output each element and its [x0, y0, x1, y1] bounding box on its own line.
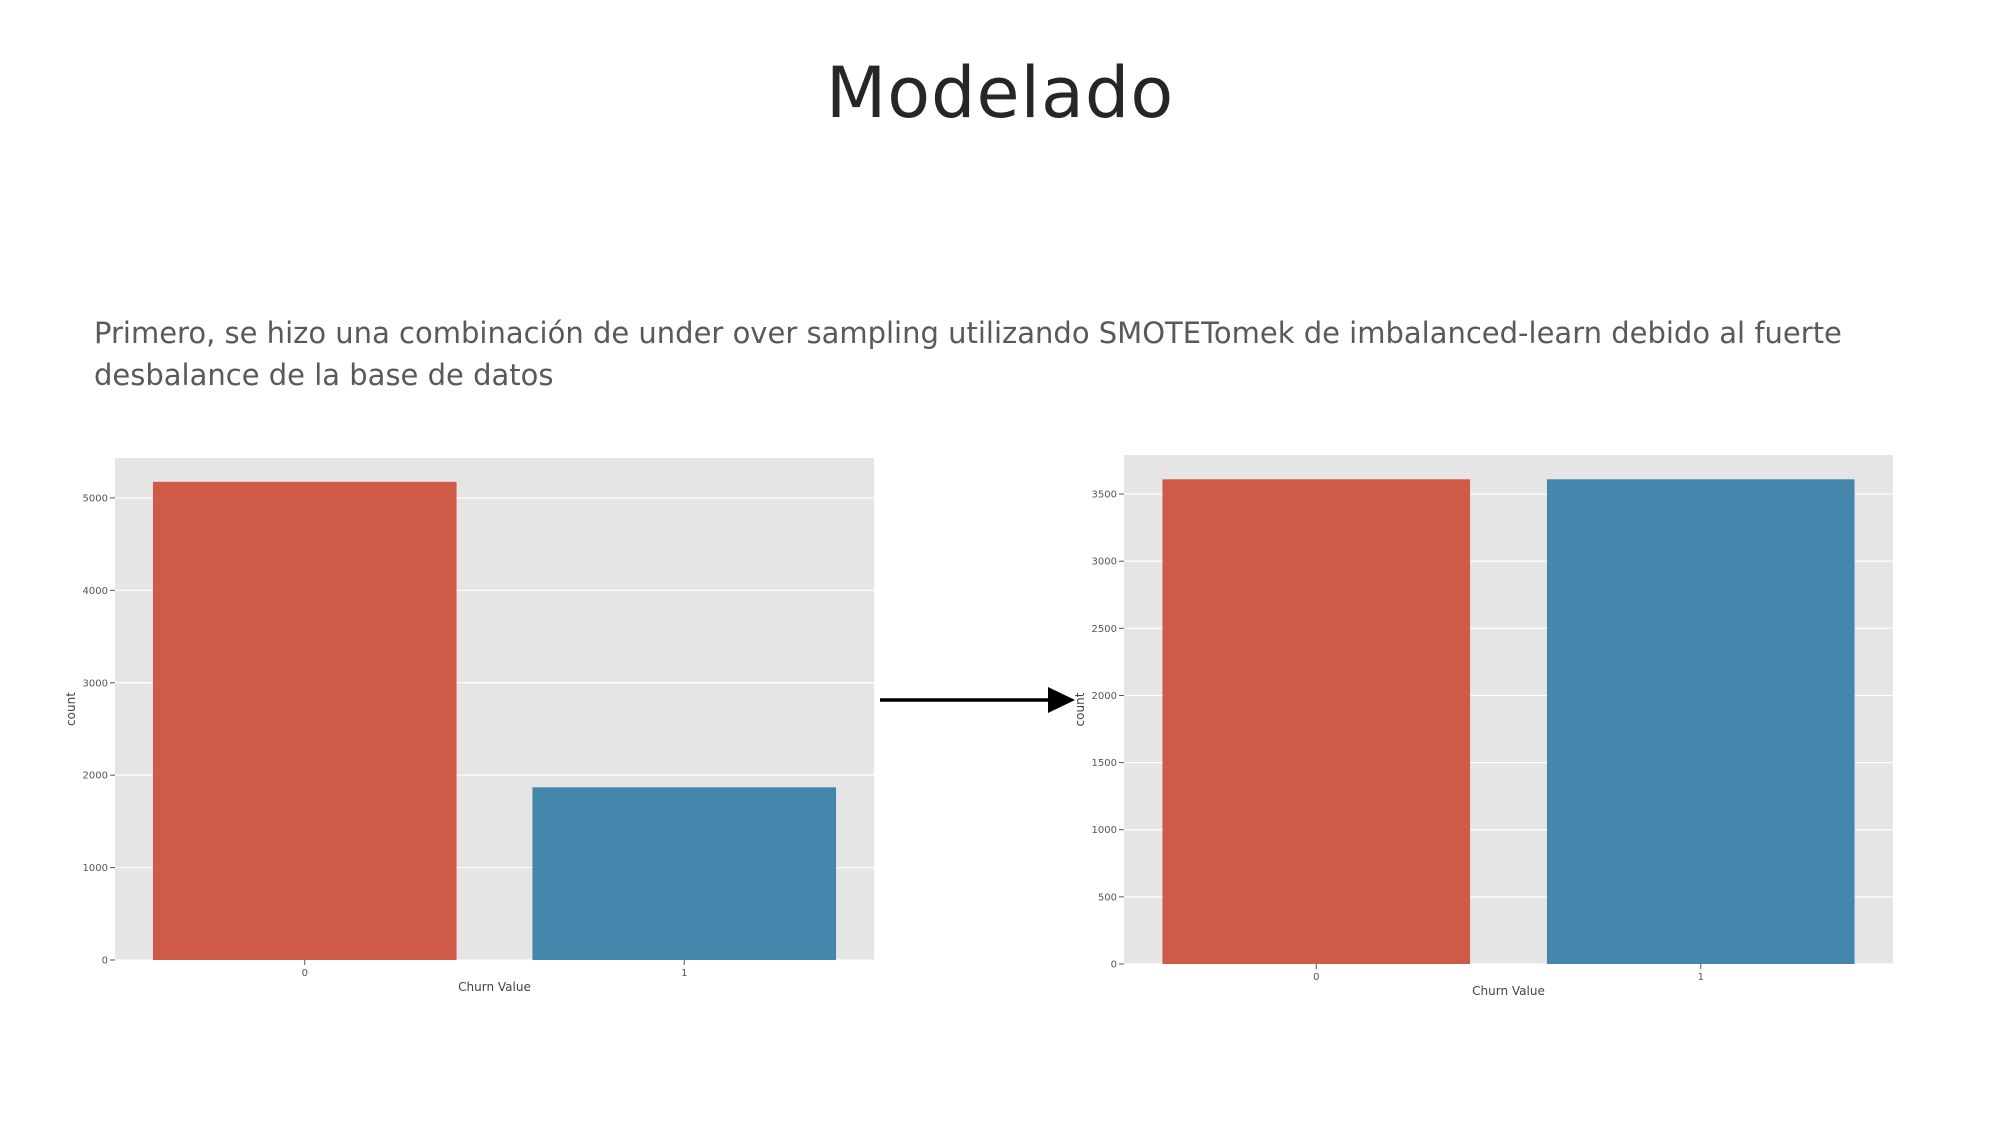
slide-body-text: Primero, se hizo una combinación de unde…: [94, 316, 1842, 392]
slide-title: Modelado: [825, 52, 1175, 134]
bar-churn-1: [1546, 479, 1855, 964]
x-tick-label: 0: [1313, 972, 1319, 983]
x-tick-label: 1: [1698, 972, 1704, 983]
bar-churn-0: [1162, 479, 1471, 964]
x-tick-label: 0: [302, 968, 308, 979]
y-tick-label: 0: [102, 956, 108, 967]
y-axis-label: count: [64, 692, 78, 726]
y-tick-label: 0: [1111, 960, 1117, 971]
x-axis-label: Churn Value: [1472, 984, 1545, 998]
y-tick-label: 2000: [83, 771, 108, 782]
y-tick-label: 2500: [1092, 624, 1117, 635]
y-tick-label: 500: [1098, 892, 1117, 903]
y-tick-label: 2000: [1092, 691, 1117, 702]
y-tick-label: 1000: [83, 863, 108, 874]
y-tick-label: 5000: [83, 493, 108, 504]
bar-churn-0: [152, 481, 457, 960]
y-tick-label: 3000: [1092, 557, 1117, 568]
y-tick-label: 1000: [1092, 825, 1117, 836]
y-tick-label: 3500: [1092, 490, 1117, 501]
y-axis-label: count: [1073, 692, 1087, 726]
x-tick-label: 1: [681, 968, 687, 979]
y-tick-label: 4000: [83, 586, 108, 597]
bar-churn-1: [532, 787, 837, 960]
y-tick-label: 3000: [83, 678, 108, 689]
y-tick-label: 1500: [1092, 758, 1117, 769]
x-axis-label: Churn Value: [458, 980, 531, 994]
